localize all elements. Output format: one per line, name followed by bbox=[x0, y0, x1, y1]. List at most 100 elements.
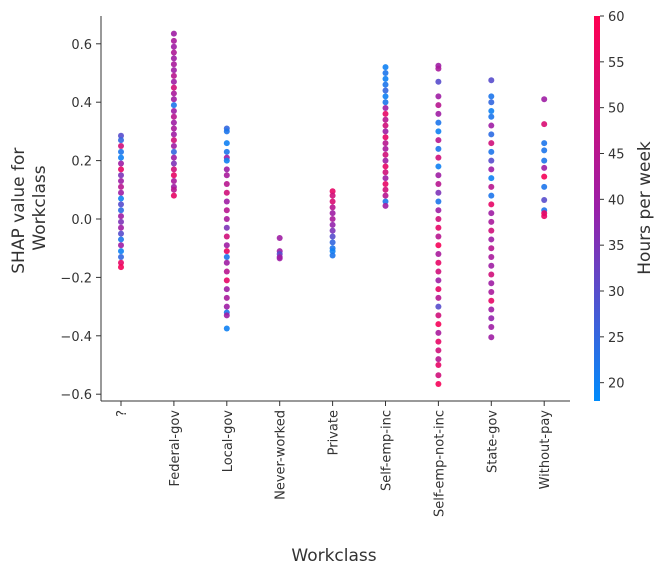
y-axis-label: SHAP value for Workclass bbox=[9, 142, 50, 273]
data-point bbox=[118, 160, 124, 167]
data-point bbox=[118, 248, 124, 255]
data-point bbox=[329, 233, 336, 240]
y-ticks: −0.6 −0.4 −0.2 0.0 0.2 0.4 0.6 bbox=[60, 38, 101, 403]
data-point bbox=[435, 154, 442, 161]
y-axis-label-line-1: SHAP value for bbox=[9, 148, 29, 274]
data-point bbox=[382, 87, 389, 94]
data-point bbox=[170, 43, 177, 50]
data-point bbox=[170, 90, 177, 97]
data-point bbox=[329, 227, 336, 234]
data-point bbox=[382, 186, 389, 193]
x-tick-label: ? bbox=[115, 410, 130, 417]
data-point bbox=[382, 75, 389, 82]
data-point bbox=[541, 164, 548, 171]
data-point bbox=[382, 145, 389, 152]
data-point bbox=[170, 154, 177, 161]
data-point bbox=[541, 121, 548, 128]
data-point bbox=[170, 49, 177, 56]
colorbar bbox=[594, 16, 600, 401]
data-point bbox=[382, 192, 389, 199]
data-point bbox=[223, 242, 230, 249]
data-point bbox=[223, 207, 230, 214]
data-point bbox=[276, 234, 283, 241]
y-tick-label: 0.0 bbox=[71, 213, 92, 228]
data-point bbox=[223, 268, 230, 275]
data-point bbox=[329, 210, 336, 217]
colorbar-tick-label: 30 bbox=[608, 285, 625, 300]
data-point bbox=[382, 110, 389, 117]
y-tick-label: −0.2 bbox=[60, 271, 92, 286]
data-point bbox=[223, 148, 230, 155]
colorbar-tick-label: 55 bbox=[608, 56, 625, 71]
data-point bbox=[223, 253, 230, 260]
data-point bbox=[382, 169, 389, 176]
data-point bbox=[488, 253, 495, 260]
data-point bbox=[382, 180, 389, 187]
data-point bbox=[223, 216, 230, 222]
data-point bbox=[435, 119, 442, 126]
data-point bbox=[488, 324, 495, 331]
colorbar-tick-label: 25 bbox=[608, 331, 625, 346]
data-point bbox=[329, 188, 336, 195]
data-point bbox=[118, 189, 124, 196]
data-point bbox=[223, 189, 230, 196]
data-point bbox=[435, 380, 442, 387]
data-point bbox=[223, 277, 230, 284]
data-point bbox=[170, 102, 177, 109]
data-point bbox=[435, 128, 442, 135]
data-point bbox=[488, 315, 495, 322]
data-point bbox=[435, 356, 442, 363]
data-point bbox=[488, 166, 495, 173]
data-point bbox=[223, 286, 230, 293]
data-point bbox=[488, 192, 495, 199]
colorbar-ticks: 20 25 30 35 40 45 50 55 60 bbox=[600, 10, 625, 392]
data-point bbox=[118, 143, 124, 149]
data-point bbox=[170, 178, 177, 185]
data-point bbox=[382, 122, 389, 129]
x-tick-label: Self-emp-not-inc bbox=[432, 410, 447, 517]
data-point bbox=[329, 221, 336, 228]
x-tick-label: State-gov bbox=[485, 410, 500, 473]
data-point bbox=[435, 189, 442, 196]
x-tick-label: Self-emp-inc bbox=[380, 410, 395, 491]
data-point bbox=[223, 224, 230, 231]
data-point bbox=[118, 148, 124, 155]
data-point bbox=[488, 306, 495, 313]
data-point bbox=[488, 289, 495, 295]
data-point bbox=[541, 213, 548, 220]
data-point bbox=[329, 198, 336, 205]
scatter-points bbox=[118, 30, 548, 387]
colorbar-tick-label: 50 bbox=[608, 102, 625, 117]
data-point bbox=[118, 236, 124, 243]
data-point bbox=[488, 99, 495, 106]
data-point bbox=[170, 96, 177, 103]
data-point bbox=[118, 172, 124, 179]
data-point bbox=[435, 372, 442, 379]
data-point bbox=[488, 236, 495, 243]
data-point bbox=[170, 131, 177, 138]
data-point bbox=[435, 294, 442, 301]
data-point bbox=[488, 77, 495, 84]
data-point bbox=[382, 157, 389, 164]
x-tick-label: Never-worked bbox=[274, 410, 289, 500]
y-tick-label: 0.4 bbox=[71, 96, 92, 111]
data-point bbox=[488, 227, 495, 234]
colorbar-tick-label: 45 bbox=[608, 148, 625, 163]
data-point bbox=[118, 218, 124, 225]
data-point bbox=[435, 207, 442, 214]
data-point bbox=[382, 151, 389, 158]
data-point bbox=[435, 277, 442, 284]
data-point bbox=[488, 122, 495, 129]
y-tick-label: 0.2 bbox=[71, 155, 92, 170]
colorbar-tick-label: 35 bbox=[608, 239, 625, 254]
colorbar-tick-label: 40 bbox=[608, 193, 625, 208]
data-point bbox=[435, 102, 442, 109]
data-point bbox=[118, 132, 124, 139]
data-point bbox=[488, 157, 495, 164]
data-point bbox=[488, 93, 495, 100]
data-point bbox=[382, 70, 389, 76]
data-point bbox=[435, 224, 442, 231]
data-point bbox=[435, 251, 442, 258]
data-point bbox=[435, 163, 442, 170]
data-point bbox=[170, 113, 177, 120]
